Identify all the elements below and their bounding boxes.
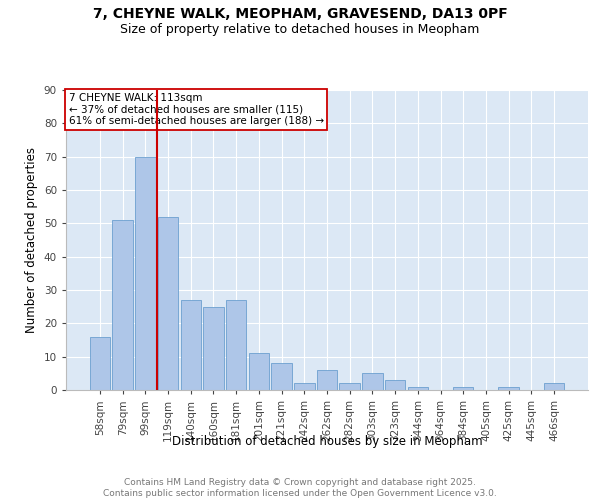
- Bar: [90, 336, 110, 390]
- Bar: [544, 384, 564, 390]
- Bar: [181, 300, 201, 390]
- Bar: [248, 354, 269, 390]
- Bar: [158, 216, 178, 390]
- Text: Size of property relative to detached houses in Meopham: Size of property relative to detached ho…: [121, 22, 479, 36]
- Bar: [203, 306, 224, 390]
- Bar: [362, 374, 383, 390]
- Bar: [385, 380, 406, 390]
- Bar: [499, 386, 519, 390]
- Bar: [317, 370, 337, 390]
- Text: Distribution of detached houses by size in Meopham: Distribution of detached houses by size …: [172, 435, 482, 448]
- Text: Contains HM Land Registry data © Crown copyright and database right 2025.
Contai: Contains HM Land Registry data © Crown c…: [103, 478, 497, 498]
- Bar: [453, 386, 473, 390]
- Text: 7, CHEYNE WALK, MEOPHAM, GRAVESEND, DA13 0PF: 7, CHEYNE WALK, MEOPHAM, GRAVESEND, DA13…: [92, 8, 508, 22]
- Text: 7 CHEYNE WALK: 113sqm
← 37% of detached houses are smaller (115)
61% of semi-det: 7 CHEYNE WALK: 113sqm ← 37% of detached …: [68, 93, 324, 126]
- Bar: [407, 386, 428, 390]
- Bar: [294, 384, 314, 390]
- Y-axis label: Number of detached properties: Number of detached properties: [25, 147, 38, 333]
- Bar: [112, 220, 133, 390]
- Bar: [271, 364, 292, 390]
- Bar: [135, 156, 155, 390]
- Bar: [226, 300, 247, 390]
- Bar: [340, 384, 360, 390]
